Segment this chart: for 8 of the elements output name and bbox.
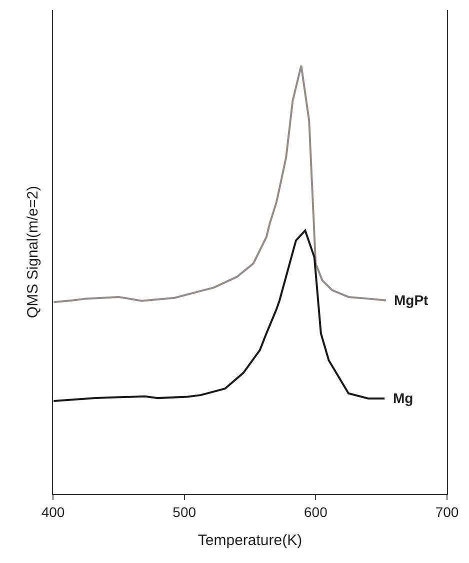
series-label: MgPt: [394, 292, 429, 308]
x-tick-label: 500: [172, 504, 196, 520]
y-axis-title: QMS Signal(m/e=2): [24, 186, 42, 318]
x-tick-label: 700: [435, 504, 459, 520]
x-tick-label: 400: [41, 504, 65, 520]
series-label: Mg: [393, 390, 414, 406]
x-axis-title: Temperature(K): [198, 532, 302, 549]
x-tick-label: 600: [304, 504, 328, 520]
